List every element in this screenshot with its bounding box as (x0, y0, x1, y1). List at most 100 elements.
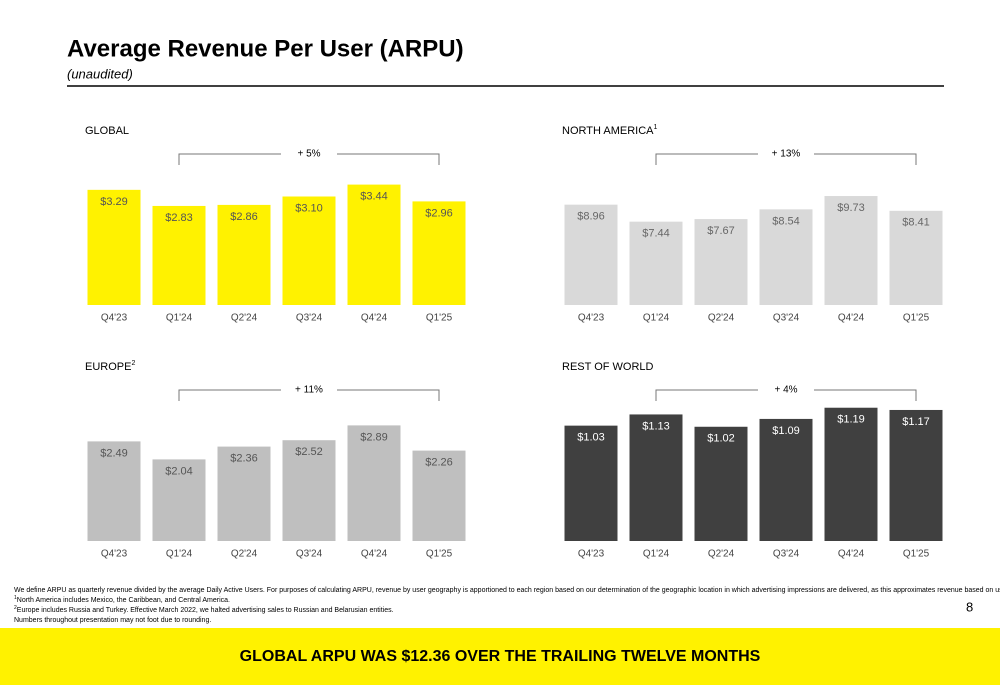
bar (87, 441, 141, 541)
x-tick-label: Q2'24 (231, 313, 258, 324)
x-tick-label: Q1'25 (903, 313, 930, 324)
value-label: $1.02 (707, 433, 735, 445)
x-tick-label: Q2'24 (708, 549, 735, 560)
bracket (655, 389, 917, 401)
chart-title-text: REST OF WORLD (562, 361, 654, 373)
chart-title: REST OF WORLD (562, 361, 654, 373)
bracket (178, 153, 440, 165)
footnote-mark: 2 (14, 605, 17, 611)
value-label: $2.96 (425, 207, 453, 219)
banner-text: GLOBAL ARPU WAS $12.36 OVER THE TRAILING… (240, 648, 761, 665)
bracket (178, 389, 440, 401)
value-label: $2.89 (360, 431, 388, 443)
bar (889, 210, 943, 305)
bar (152, 205, 206, 305)
bracket-label: + 11% (295, 385, 323, 396)
chart-title-note: 2 (131, 360, 135, 367)
bar (694, 426, 748, 541)
x-tick-label: Q4'23 (101, 313, 128, 324)
chart-title-note: 1 (653, 124, 657, 131)
bar (694, 219, 748, 305)
value-label: $3.10 (295, 202, 323, 214)
footnote: 1North America includes Mexico, the Cari… (14, 595, 230, 604)
x-tick-label: Q3'24 (296, 313, 323, 324)
bar (217, 446, 271, 541)
value-label: $7.67 (707, 225, 735, 237)
value-label: $8.41 (902, 217, 930, 229)
value-label: $2.36 (230, 453, 258, 465)
footnote-text: Numbers throughout presentation may not … (14, 617, 211, 624)
x-tick-label: Q1'24 (643, 313, 670, 324)
bracket-label: + 13% (772, 149, 801, 160)
value-label: $3.29 (100, 196, 128, 208)
value-label: $2.83 (165, 212, 193, 224)
value-label: $1.13 (642, 420, 670, 432)
x-tick-label: Q1'25 (903, 549, 930, 560)
bar (282, 196, 336, 305)
bracket-label: + 5% (297, 149, 320, 160)
bracket (655, 153, 917, 165)
x-tick-label: Q3'24 (773, 313, 800, 324)
bar (629, 414, 683, 541)
x-tick-label: Q4'24 (361, 313, 388, 324)
x-tick-label: Q4'24 (838, 549, 865, 560)
slide-subtitle: (unaudited) (67, 66, 133, 81)
value-label: $1.09 (772, 425, 800, 437)
bar (152, 459, 206, 541)
value-label: $1.19 (837, 414, 865, 426)
value-label: $2.52 (295, 446, 323, 458)
chart-title-text: NORTH AMERICA (562, 125, 654, 137)
x-tick-label: Q4'23 (578, 313, 605, 324)
value-label: $8.96 (577, 211, 605, 223)
x-tick-label: Q4'24 (838, 313, 865, 324)
bar (412, 450, 466, 541)
chart-title: NORTH AMERICA1 (562, 124, 657, 137)
value-label: $7.44 (642, 228, 670, 240)
value-label: $8.54 (772, 215, 800, 227)
value-label: $2.04 (165, 465, 193, 477)
bracket-label: + 4% (774, 385, 797, 396)
x-tick-label: Q1'25 (426, 313, 453, 324)
bar (282, 440, 336, 541)
x-tick-label: Q4'23 (578, 549, 605, 560)
x-tick-label: Q1'24 (166, 549, 193, 560)
chart-title: EUROPE2 (85, 360, 135, 373)
bar (347, 425, 401, 541)
footnote: Numbers throughout presentation may not … (14, 617, 211, 624)
bar (824, 407, 878, 541)
value-label: $2.86 (230, 211, 258, 223)
value-label: $1.17 (902, 416, 930, 428)
page-number: 8 (966, 599, 973, 614)
value-label: $9.73 (837, 202, 865, 214)
x-tick-label: Q1'24 (643, 549, 670, 560)
x-tick-label: Q3'24 (296, 549, 323, 560)
x-tick-label: Q2'24 (708, 313, 735, 324)
footnote: We define ARPU as quarterly revenue divi… (14, 587, 1000, 594)
bar (759, 418, 813, 541)
bar (87, 189, 141, 305)
footnote-text: We define ARPU as quarterly revenue divi… (14, 587, 1000, 594)
bar (564, 204, 618, 305)
value-label: $1.03 (577, 432, 605, 444)
footnote-mark: 1 (14, 595, 17, 601)
bar (412, 201, 466, 305)
chart-title-text: EUROPE (85, 361, 131, 373)
value-label: $2.49 (100, 447, 128, 459)
chart-title: GLOBAL (85, 125, 129, 137)
x-tick-label: Q1'24 (166, 313, 193, 324)
value-label: $2.26 (425, 457, 453, 469)
x-tick-label: Q4'23 (101, 549, 128, 560)
bar (347, 184, 401, 305)
slide-title: Average Revenue Per User (ARPU) (67, 35, 464, 62)
x-tick-label: Q1'25 (426, 549, 453, 560)
bar (564, 425, 618, 541)
bar (824, 196, 878, 305)
chart-title-text: GLOBAL (85, 125, 129, 137)
bar (217, 204, 271, 305)
bar (629, 221, 683, 305)
x-tick-label: Q3'24 (773, 549, 800, 560)
value-label: $3.44 (360, 191, 388, 203)
footnote-text: North America includes Mexico, the Carib… (17, 597, 230, 604)
footnote: 2Europe includes Russia and Turkey. Effe… (14, 605, 394, 614)
